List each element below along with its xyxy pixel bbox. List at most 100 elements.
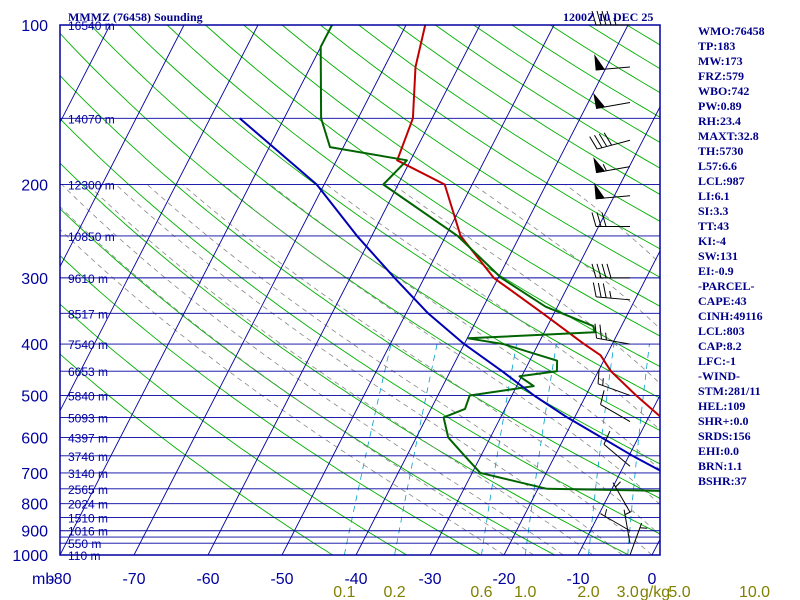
temperature-tick-label: -20 <box>492 571 515 588</box>
isotherm <box>60 25 333 555</box>
wind-barb-flag <box>599 324 602 340</box>
background-grid <box>60 25 697 555</box>
height-label: 4397 m <box>68 431 108 445</box>
isotherm <box>207 25 481 555</box>
wind-barb-half-flag <box>624 510 632 516</box>
wind-barb-flag <box>589 136 598 150</box>
wind-barb-flag <box>601 212 607 227</box>
dry-adiabat <box>60 255 482 555</box>
index-value: HEL:109 <box>698 399 746 413</box>
moist-adiabat <box>115 184 623 555</box>
wind-barb <box>591 212 630 228</box>
pressure-tick-label: 100 <box>21 18 48 35</box>
index-value: BRN:1.1 <box>698 459 743 473</box>
height-label: 2024 m <box>68 498 108 512</box>
mixing-ratio-line <box>343 344 392 555</box>
wind-barb-flag <box>603 132 613 146</box>
wind-barb-flag <box>603 430 611 445</box>
height-label: 6653 m <box>68 365 108 379</box>
index-value: SHR+:0.0 <box>698 414 749 428</box>
pressure-tick-label: 500 <box>21 388 48 405</box>
temperature-tick-label: 0 <box>648 571 657 588</box>
moist-adiabat <box>270 184 660 471</box>
indices-panel: WMO:76458 TP:183 MW:173 FRZ:579 WBO:742 PW:0.… <box>698 24 798 489</box>
wind-barb <box>600 390 631 422</box>
wind-barb-half-flag <box>615 481 621 488</box>
index-value: WMO:76458 <box>698 24 765 38</box>
dry-adiabat <box>60 353 334 555</box>
height-label: 550 m <box>68 537 101 551</box>
index-value: TP:183 <box>698 39 736 53</box>
mixing-ratio-label: 10.0 <box>739 584 770 600</box>
wind-barb <box>603 430 631 467</box>
wind-barb-half-flag <box>602 164 607 171</box>
moist-adiabat <box>222 184 660 505</box>
wind-barb-flag <box>592 282 597 297</box>
wind-barb-flag <box>594 323 598 339</box>
wind-barb-half-flag <box>609 290 612 299</box>
wind-barb-half-flag <box>605 332 607 340</box>
wind-barb-half-flag <box>602 378 604 386</box>
mixing-ratio-label: 1.0 <box>514 584 536 600</box>
temperature-profile-line <box>396 25 660 418</box>
wind-barb <box>592 282 631 301</box>
dry-adiabat <box>60 303 408 555</box>
wind-barb <box>594 54 631 71</box>
wind-barb-flag <box>597 282 602 298</box>
wind-barb-column <box>589 10 648 556</box>
wind-barb-flag <box>601 263 607 279</box>
temperature-tick-label: -50 <box>270 571 293 588</box>
moist-adiabat <box>61 184 564 555</box>
wind-barb-staff <box>600 404 631 422</box>
mixing-ratio-line <box>680 344 697 555</box>
wind-barb-pennant <box>593 92 606 109</box>
isotherm <box>577 394 660 555</box>
temperature-tick-label: -40 <box>344 571 367 588</box>
isotherm <box>133 25 407 555</box>
wind-barb-pennant <box>594 182 606 200</box>
dewpoint-profile-line <box>319 25 660 492</box>
wind-barb-pennant <box>593 156 606 174</box>
wind-barb <box>623 509 632 544</box>
index-value: SI:3.3 <box>698 204 729 218</box>
wind-barb-staff <box>623 509 631 544</box>
index-value: EHI:0.0 <box>698 444 740 458</box>
index-value: -WIND- <box>698 369 740 383</box>
wind-barb <box>612 481 631 513</box>
index-value: LFC:-1 <box>698 354 736 368</box>
height-label: 16540 m <box>68 19 115 33</box>
pressure-tick-label: 1000 <box>12 548 48 565</box>
index-value: TT:43 <box>698 219 730 233</box>
pressure-tick-label: 600 <box>21 430 48 447</box>
wind-barb-flag <box>591 10 597 26</box>
index-value: STM:281/11 <box>698 384 761 398</box>
isotherm <box>60 25 185 268</box>
sounding-profiles <box>239 25 660 492</box>
wind-barb-staff <box>612 482 631 513</box>
index-value: RH:23.4 <box>698 114 741 128</box>
index-value: FRZ:579 <box>698 69 744 83</box>
wind-barb-flag <box>601 10 607 26</box>
wind-barb-flag <box>596 212 602 227</box>
pressure-tick-label: 900 <box>21 524 48 541</box>
wind-barb-pennant <box>594 54 606 71</box>
wind-barb <box>593 156 631 174</box>
index-value: CAPE:43 <box>698 294 747 308</box>
pressure-tick-label: 400 <box>21 337 48 354</box>
height-label: 1510 m <box>68 512 108 526</box>
temperature-tick-label: -70 <box>122 571 145 588</box>
wind-barb-flag <box>602 283 607 298</box>
wind-barb <box>600 509 631 532</box>
dry-adiabat <box>128 25 660 399</box>
wind-barb <box>591 263 630 279</box>
pressure-tick-label: 300 <box>21 271 48 288</box>
temperature-tick-label: -80 <box>48 571 71 588</box>
parcel-profile-line <box>239 117 660 472</box>
wind-barb-staff <box>603 443 631 467</box>
mixing-ratio-label: 0.6 <box>470 584 492 600</box>
index-value: PW:0.89 <box>698 99 742 113</box>
wind-barb-staff <box>597 383 631 396</box>
wind-barb <box>629 522 648 556</box>
mixing-ratio-label: 5.0 <box>668 584 690 600</box>
